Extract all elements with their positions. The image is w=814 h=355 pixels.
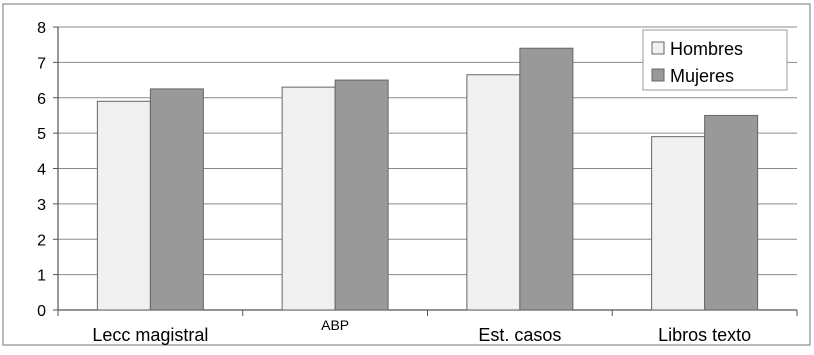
bars [96, 47, 759, 311]
y-tick-label: 1 [37, 268, 46, 285]
bar-hombres-4 [651, 136, 706, 311]
y-tick-label: 6 [37, 91, 46, 108]
bar-mujeres-2 [334, 79, 389, 311]
legend-swatch-hombres [651, 41, 665, 55]
bar-hombres-2 [281, 86, 336, 311]
y-tick-label: 4 [37, 162, 46, 179]
x-tick-label: ABP [321, 317, 349, 333]
x-tick-label: Lecc magistral [92, 325, 208, 345]
legend-swatch-mujeres [651, 68, 665, 82]
legend-label-hombres: Hombres [670, 39, 743, 59]
axis-labels: 0 1 2 3 4 5 6 7 8 Lecc magistral ABP Est. casos Libr… [37, 20, 751, 345]
y-tick-label: 3 [37, 197, 46, 214]
legend-box [642, 29, 788, 91]
y-tick-label: 2 [37, 232, 46, 249]
legend-label-mujeres: Mujeres [670, 66, 734, 86]
bar-hombres-3 [466, 74, 521, 311]
x-tick-label: Est. casos [478, 325, 561, 345]
y-tick-label: 5 [37, 126, 46, 143]
bar-hombres-1 [96, 100, 151, 311]
bar-mujeres-1 [149, 88, 204, 311]
y-tick-label: 7 [37, 55, 46, 72]
bar-mujeres-3 [519, 47, 574, 311]
y-tick-label: 8 [37, 20, 46, 37]
bar-mujeres-4 [704, 114, 759, 311]
legend: Hombres Mujeres [642, 29, 788, 91]
x-tick-label: Libros texto [658, 325, 751, 345]
y-tick-label: 0 [37, 303, 46, 320]
